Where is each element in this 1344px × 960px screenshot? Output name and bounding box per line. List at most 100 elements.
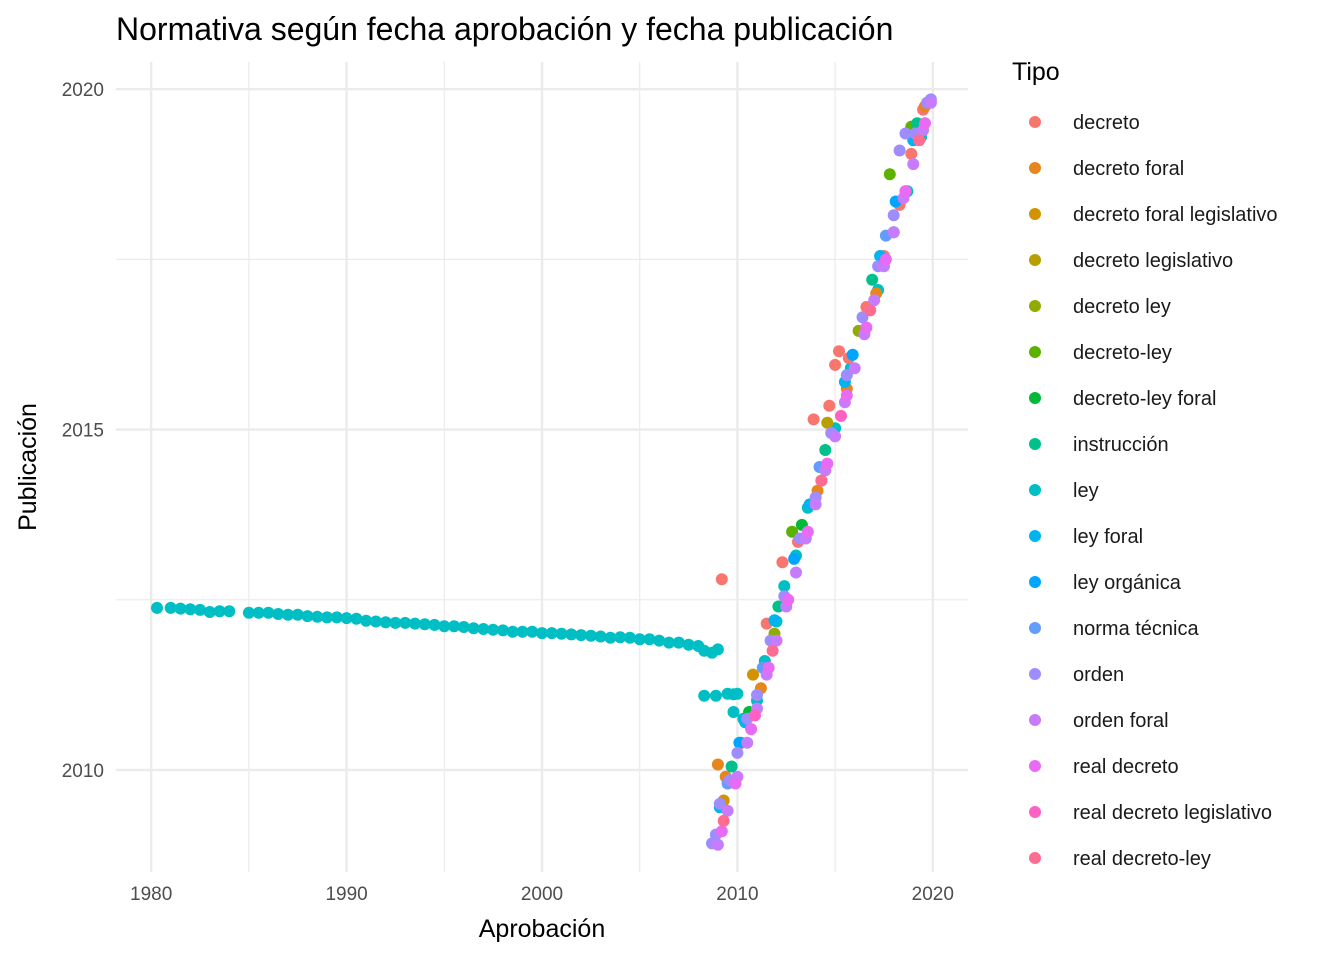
legend-key [1029, 162, 1041, 174]
data-point [418, 618, 431, 631]
data-point [223, 605, 236, 618]
data-point [311, 610, 324, 623]
data-point [864, 304, 877, 317]
legend-label: real decreto [1073, 756, 1179, 778]
data-point [815, 474, 828, 487]
data-point [782, 593, 795, 606]
data-point [467, 622, 480, 635]
legend-label: ley orgánica [1073, 572, 1182, 594]
data-point [879, 253, 892, 266]
data-point [438, 620, 451, 633]
data-point [821, 416, 834, 429]
data-point [604, 631, 617, 644]
data-point [164, 601, 177, 614]
x-tick-label: 1990 [325, 884, 367, 905]
y-axis-ticks: 2010 2015 2020 [62, 80, 104, 782]
data-point [725, 760, 738, 773]
data-point [487, 623, 500, 636]
data-point [151, 601, 163, 614]
x-tick-label: 2000 [521, 884, 563, 905]
data-point [745, 723, 758, 736]
data-point [360, 614, 373, 627]
x-tick-label: 2020 [912, 884, 954, 905]
data-point [526, 625, 539, 638]
legend-label: decreto foral legislativo [1073, 204, 1278, 226]
data-point [731, 687, 744, 700]
data-point [801, 525, 814, 538]
data-point [819, 444, 832, 456]
data-point [698, 689, 711, 702]
data-point [174, 602, 187, 615]
data-point [846, 348, 859, 361]
data-point [856, 311, 869, 324]
legend-label: decreto [1073, 112, 1140, 134]
legend-key [1029, 852, 1041, 864]
data-point [751, 689, 763, 701]
x-axis-ticks: 1980 1990 2000 2010 2020 [130, 884, 954, 905]
data-point [477, 623, 490, 635]
data-point [919, 117, 931, 130]
legend-label: ley [1073, 480, 1099, 502]
data-point [369, 615, 382, 628]
grid-lines [116, 62, 968, 872]
data-point [860, 321, 873, 334]
data-point [252, 606, 265, 619]
y-axis-title: Publicación [14, 403, 42, 531]
data-point [399, 616, 412, 629]
data-point [717, 814, 730, 827]
data-point [565, 628, 578, 641]
data-point [711, 758, 724, 771]
data-point [924, 96, 937, 109]
data-point [762, 661, 775, 674]
data-point [907, 158, 920, 171]
data-point [715, 825, 728, 838]
data-point [731, 746, 744, 759]
data-point [409, 617, 421, 630]
x-tick-label: 1980 [130, 884, 172, 905]
data-point [883, 168, 896, 181]
data-point [835, 409, 847, 422]
data-point [840, 369, 853, 382]
data-point [594, 630, 607, 643]
y-tick-label: 2010 [62, 761, 104, 782]
legend-key [1029, 346, 1041, 358]
data-point [887, 226, 900, 239]
data-point [766, 644, 779, 657]
legend-label: orden foral [1073, 710, 1169, 732]
legend-key [1029, 392, 1041, 404]
data-point [776, 556, 789, 569]
legend-key [1029, 484, 1041, 496]
data-point [899, 127, 912, 140]
legend-key [1029, 576, 1041, 588]
x-tick-label: 2010 [716, 884, 758, 905]
data-point [807, 413, 820, 426]
data-point [575, 629, 588, 642]
legend-label: orden [1073, 664, 1124, 686]
data-point [778, 580, 791, 593]
data-point [496, 624, 509, 637]
data-point [711, 643, 724, 656]
data-point [428, 618, 441, 631]
data-point [715, 573, 728, 586]
data-point [709, 689, 722, 702]
data-point [672, 636, 685, 649]
data-point [262, 606, 275, 619]
legend-label: decreto foral [1073, 158, 1184, 180]
data-point [823, 399, 836, 412]
chart-title: Normativa según fecha aprobación y fecha… [116, 11, 893, 47]
data-point [809, 498, 822, 511]
data-point [457, 621, 470, 633]
data-point [213, 605, 226, 618]
data-point [913, 134, 926, 147]
data-point [516, 625, 529, 638]
data-point [711, 838, 724, 851]
legend-key [1029, 806, 1041, 818]
legend-key [1029, 714, 1041, 726]
legend-key [1029, 530, 1041, 542]
data-point [379, 616, 392, 629]
data-point [866, 273, 879, 286]
data-point [729, 777, 742, 790]
data-point [741, 736, 754, 749]
data-point [727, 706, 740, 718]
